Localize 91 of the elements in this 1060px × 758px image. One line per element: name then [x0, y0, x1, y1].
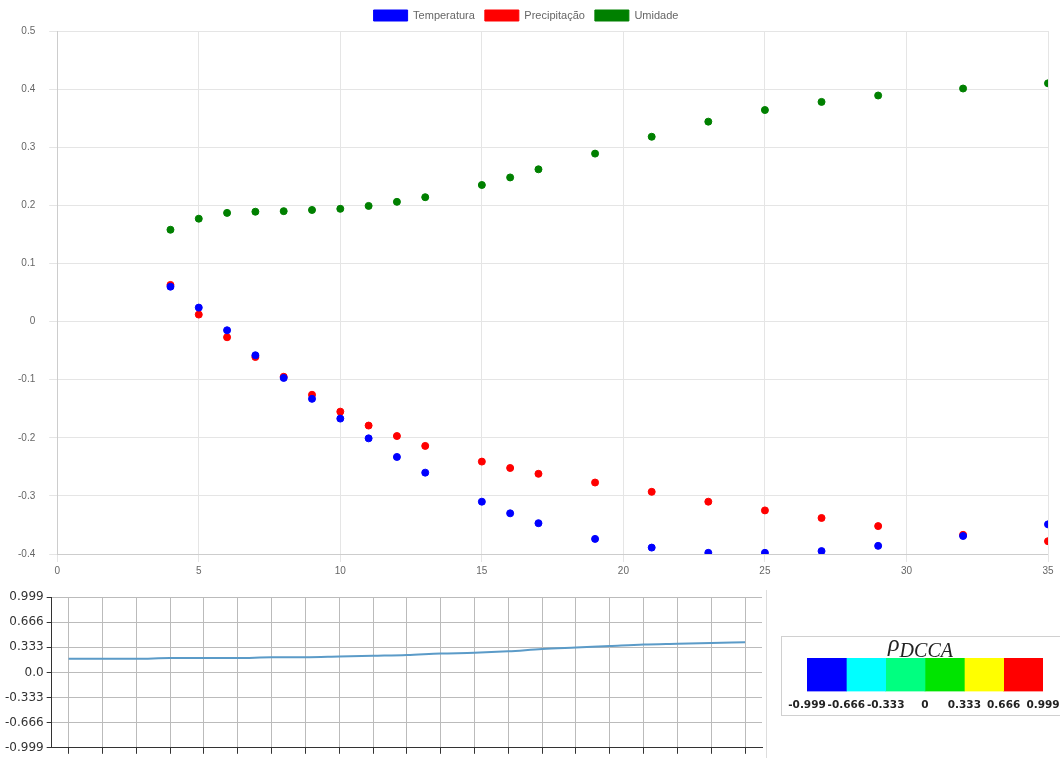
- y-tick-label: -0.3: [18, 489, 36, 501]
- x-tick-label: 5: [195, 564, 202, 576]
- bar: [924, 658, 965, 692]
- y-tick-label: 0.4: [21, 82, 36, 94]
- line-series: [67, 641, 747, 660]
- point: [392, 432, 401, 441]
- point: [223, 333, 232, 342]
- y-tick-label: -0.1: [18, 373, 36, 385]
- x-tick-label: 0: [54, 564, 61, 576]
- point: [874, 91, 883, 100]
- point: [760, 106, 769, 115]
- point: [817, 97, 826, 106]
- x-tick-label: -0.666: [827, 698, 866, 711]
- point: [874, 541, 883, 550]
- point: [223, 208, 232, 217]
- x-tick-label: 35: [1042, 564, 1054, 576]
- point: [534, 519, 543, 528]
- x-tick-label: -0.333: [866, 698, 905, 711]
- point: [336, 204, 345, 213]
- point: [959, 84, 968, 93]
- y-tick-label: 0.333: [9, 639, 44, 654]
- point: [336, 407, 345, 416]
- point: [194, 303, 203, 312]
- point: [251, 207, 260, 216]
- legend-label: Umidade: [634, 8, 679, 21]
- point: [760, 506, 769, 515]
- x-tick-label: 30: [900, 564, 913, 576]
- y-tick-label: -0.4: [18, 547, 36, 559]
- y-tick-label: -0.999: [5, 739, 44, 754]
- x-tick-label: 15: [476, 564, 488, 576]
- bar: [807, 658, 847, 692]
- y-tick-label: 0: [29, 315, 36, 327]
- point: [279, 207, 288, 216]
- x-tick-label: 20: [617, 564, 630, 576]
- bar: [964, 658, 1004, 692]
- point: [534, 165, 543, 174]
- point: [506, 464, 515, 472]
- point: [647, 543, 656, 552]
- x-tick-label: 0.333: [947, 698, 981, 711]
- y-tick-label: 0.2: [21, 199, 36, 211]
- legend-label: Temperatura: [413, 8, 476, 21]
- bar: [846, 658, 886, 692]
- point: [421, 468, 430, 477]
- point: [421, 193, 430, 202]
- point: [647, 487, 656, 496]
- point: [591, 149, 600, 158]
- y-tick-label: -0.666: [5, 714, 44, 729]
- point: [506, 509, 515, 518]
- chart-title: ρ$_{DCCA}$: [886, 630, 954, 662]
- point: [392, 197, 401, 206]
- point: [704, 497, 713, 506]
- point: [364, 421, 373, 430]
- x-tick-label: 0: [921, 698, 929, 711]
- point: [817, 547, 826, 554]
- point: [308, 205, 316, 214]
- point: [506, 173, 515, 182]
- point: [336, 414, 345, 423]
- point: [477, 457, 486, 466]
- point: [166, 225, 175, 234]
- point: [874, 522, 883, 531]
- bar: [1003, 658, 1043, 692]
- point: [534, 469, 543, 478]
- x-tick-label: -0.999: [788, 698, 826, 711]
- point: [194, 214, 203, 223]
- bar: [885, 658, 926, 692]
- point: [308, 394, 316, 403]
- y-tick-label: 0.3: [21, 140, 36, 152]
- point: [477, 497, 486, 506]
- y-tick-label: 0.1: [21, 257, 36, 269]
- x-tick-label: 0.666: [987, 698, 1021, 711]
- y-tick-label: 0.5: [21, 24, 36, 36]
- x-tick-label: 10: [334, 564, 347, 576]
- point: [421, 441, 430, 450]
- point: [223, 326, 232, 335]
- x-tick-label: 25: [759, 564, 771, 576]
- point: [704, 117, 713, 126]
- point: [364, 434, 373, 443]
- point: [817, 513, 826, 522]
- point: [591, 478, 600, 487]
- point: [364, 201, 373, 210]
- point: [647, 132, 656, 141]
- x-tick-label: 0.999: [1026, 698, 1060, 711]
- y-tick-label: 0.0: [24, 664, 44, 679]
- y-tick-label: 0.666: [9, 614, 44, 629]
- point: [392, 452, 401, 461]
- y-tick-label: -0.2: [18, 431, 36, 443]
- point: [477, 180, 486, 189]
- point: [194, 310, 203, 319]
- y-tick-label: 0.999: [9, 589, 44, 604]
- legend-label: Precipitação: [524, 8, 585, 21]
- point: [591, 534, 600, 543]
